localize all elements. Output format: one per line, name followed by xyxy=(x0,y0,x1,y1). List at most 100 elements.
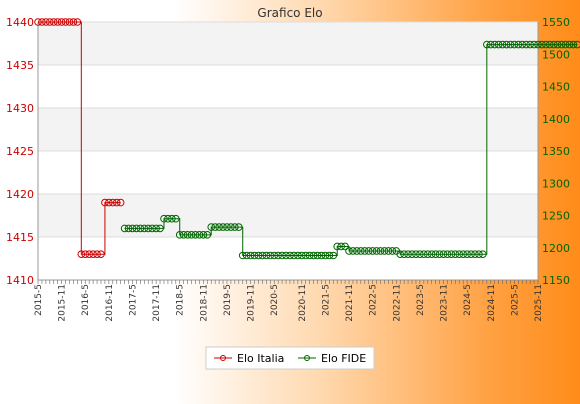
data-point xyxy=(364,247,373,255)
data-point xyxy=(486,40,495,49)
data-point xyxy=(384,247,393,255)
chart-title: Grafico Elo xyxy=(257,6,322,20)
data-point xyxy=(65,18,74,26)
data-point xyxy=(144,224,153,233)
data-point xyxy=(140,224,149,233)
data-point xyxy=(290,251,298,260)
x-tick-label: 2019-11 xyxy=(247,284,257,322)
data-point xyxy=(372,247,381,255)
legend-box xyxy=(205,346,375,370)
data-point xyxy=(325,251,334,260)
x-tick-label: 2020-11 xyxy=(298,284,308,322)
series-layer xyxy=(34,18,580,260)
legend: Elo Italia Elo FIDE xyxy=(205,346,375,370)
data-point xyxy=(553,40,562,49)
data-point xyxy=(195,231,204,239)
data-point xyxy=(171,214,180,223)
data-point xyxy=(294,251,302,260)
data-point xyxy=(321,251,330,260)
series-elo-fide xyxy=(120,40,580,260)
data-point xyxy=(451,250,460,258)
data-point xyxy=(549,40,558,49)
data-point xyxy=(46,18,54,26)
data-point xyxy=(128,224,137,233)
data-point xyxy=(423,250,432,258)
data-point xyxy=(431,250,440,258)
data-point xyxy=(112,198,121,207)
x-tick-label: 2021-11 xyxy=(345,284,355,322)
right-tick-label: 1550 xyxy=(542,16,570,29)
data-point xyxy=(380,247,389,255)
data-point xyxy=(120,224,129,233)
left-tick-label: 1435 xyxy=(6,59,34,72)
data-point xyxy=(274,251,282,260)
right-tick-label: 1450 xyxy=(542,81,570,94)
data-point xyxy=(479,250,487,258)
data-point xyxy=(278,251,286,260)
data-point xyxy=(246,251,255,260)
data-point xyxy=(353,247,361,255)
data-point xyxy=(301,251,310,260)
data-point xyxy=(223,223,231,231)
data-point xyxy=(443,250,452,258)
data-point xyxy=(136,224,145,233)
data-point xyxy=(427,250,436,258)
data-point xyxy=(101,198,109,207)
data-point xyxy=(459,250,467,258)
right-axis: 1150 1200 1250 1300 1350 1400 1450 1500 1550 xyxy=(537,16,570,287)
left-tick-label: 1440 xyxy=(6,16,34,29)
x-tick-label: 2022-11 xyxy=(392,284,402,322)
data-point xyxy=(227,223,235,231)
data-point xyxy=(61,18,70,26)
data-point xyxy=(286,251,294,260)
data-point xyxy=(34,18,42,26)
data-point xyxy=(404,250,412,258)
data-point xyxy=(242,251,251,260)
data-point xyxy=(400,250,408,258)
data-point xyxy=(305,251,314,260)
data-point xyxy=(565,40,574,49)
x-tick-label: 2024-11 xyxy=(487,284,497,322)
left-tick-label: 1425 xyxy=(6,145,34,158)
data-point xyxy=(467,250,475,258)
x-tick-label: 2018-5 xyxy=(176,284,186,316)
data-point xyxy=(266,251,275,260)
data-point xyxy=(38,18,46,26)
data-point xyxy=(93,250,101,258)
data-point xyxy=(109,198,117,207)
legend-marker xyxy=(304,355,310,361)
data-point xyxy=(557,40,566,49)
data-point xyxy=(388,247,397,255)
data-point xyxy=(124,224,133,233)
data-point xyxy=(297,251,306,260)
x-tick-label: 2020-5 xyxy=(270,284,280,316)
data-point xyxy=(329,251,338,260)
data-point xyxy=(333,242,342,251)
data-point xyxy=(97,250,105,258)
data-point xyxy=(211,223,219,231)
data-point xyxy=(42,18,50,26)
data-point xyxy=(546,40,554,49)
x-tick-label: 2023-11 xyxy=(440,284,450,322)
data-point xyxy=(538,40,546,49)
data-point xyxy=(345,247,353,255)
data-point xyxy=(471,250,479,258)
data-point xyxy=(357,247,365,255)
data-point xyxy=(89,250,97,258)
left-tick-label: 1420 xyxy=(6,188,34,201)
data-point xyxy=(262,251,271,260)
data-point xyxy=(475,250,483,258)
legend-label: Elo Italia xyxy=(237,352,284,365)
data-point xyxy=(69,18,78,26)
x-tick-label: 2015-11 xyxy=(58,284,68,322)
legend-marker xyxy=(220,355,226,361)
data-point xyxy=(317,251,326,260)
data-point xyxy=(231,223,239,231)
x-tick-label: 2024-5 xyxy=(463,284,473,316)
data-point xyxy=(219,223,227,231)
data-point xyxy=(81,250,90,258)
data-point xyxy=(455,250,464,258)
plot-band xyxy=(38,22,538,65)
data-point xyxy=(439,250,448,258)
data-point xyxy=(408,250,416,258)
